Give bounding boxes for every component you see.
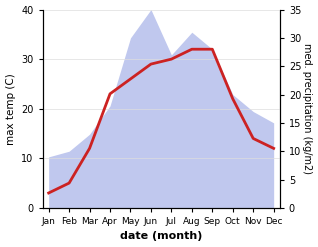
- X-axis label: date (month): date (month): [120, 231, 202, 242]
- Y-axis label: med. precipitation (kg/m2): med. precipitation (kg/m2): [302, 43, 313, 174]
- Y-axis label: max temp (C): max temp (C): [5, 73, 16, 144]
